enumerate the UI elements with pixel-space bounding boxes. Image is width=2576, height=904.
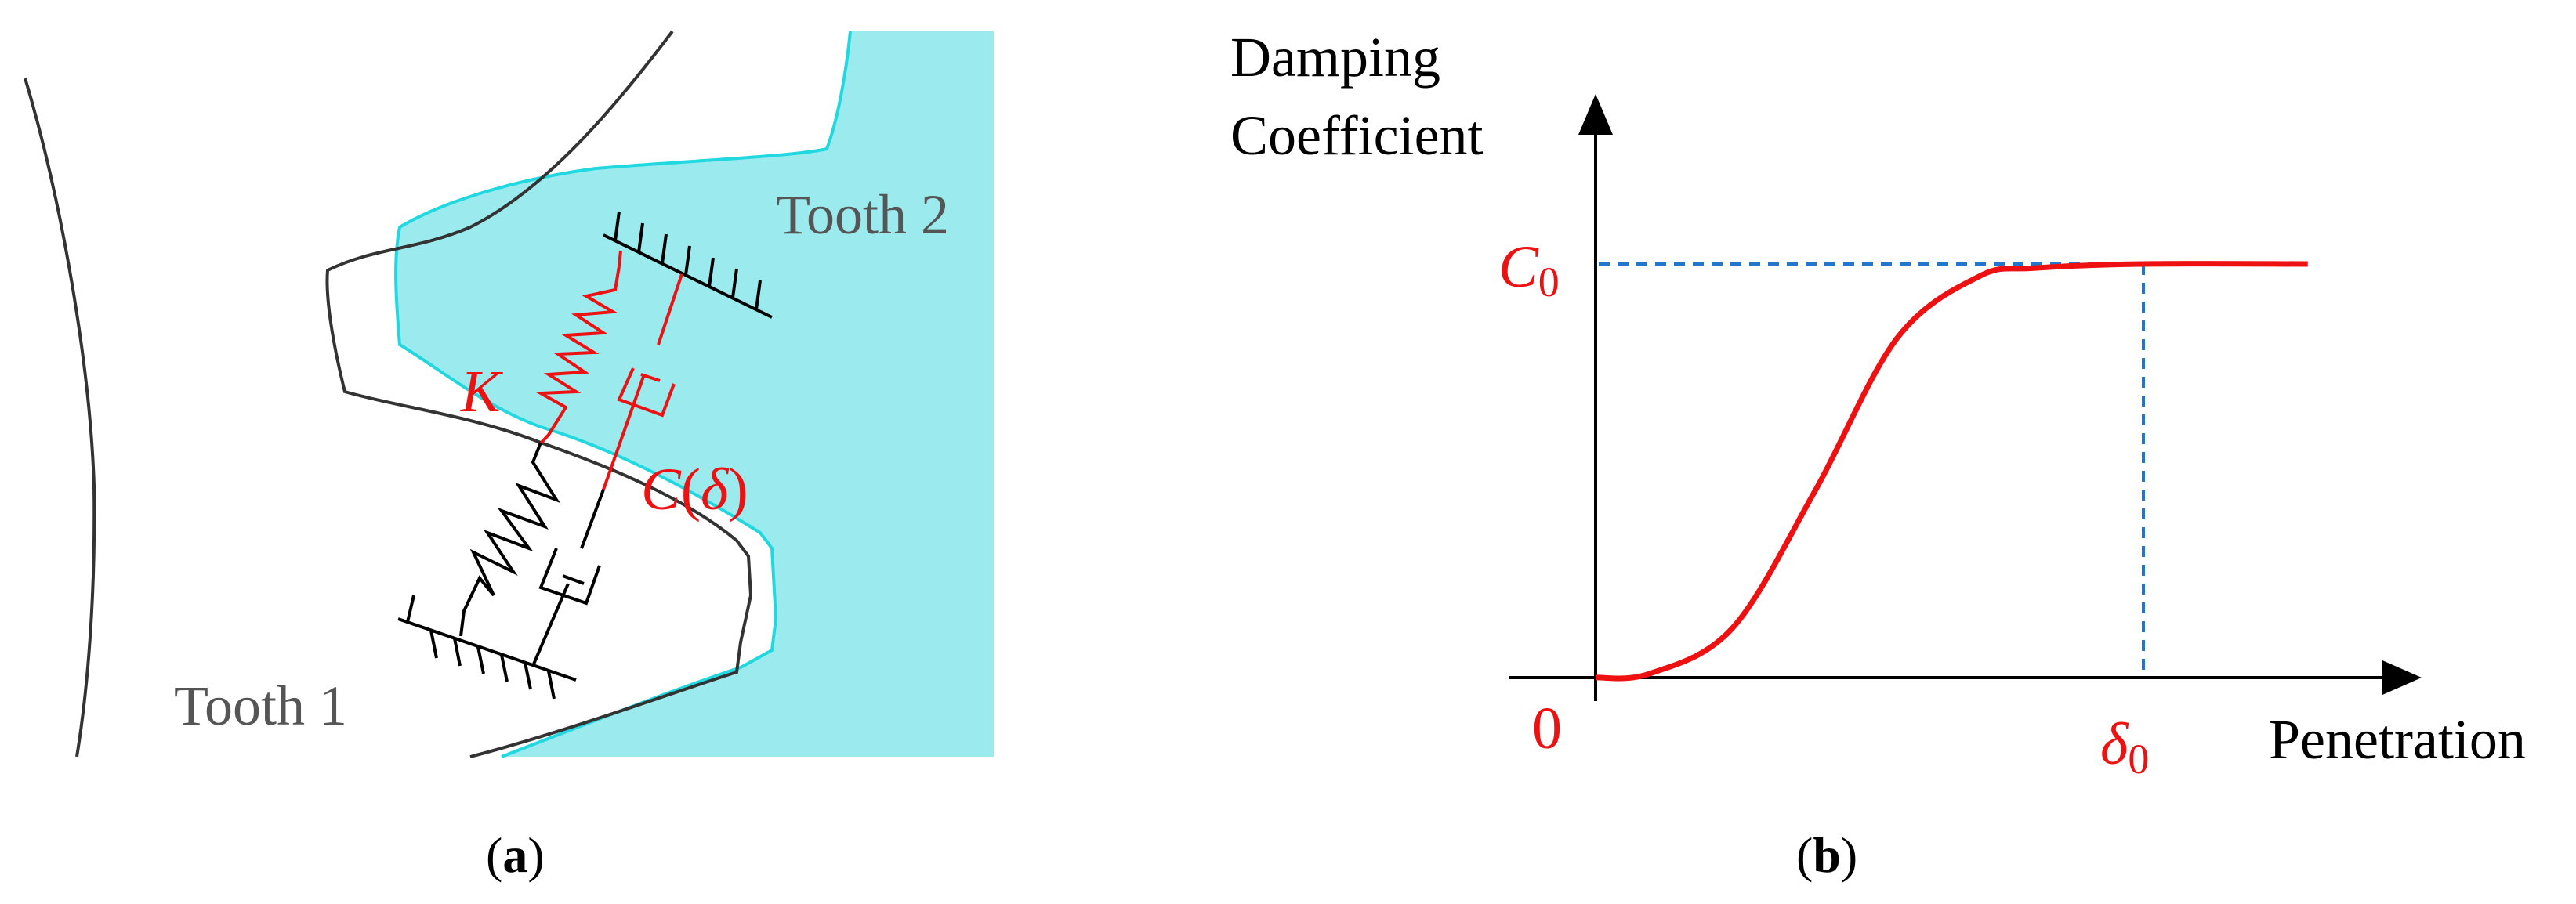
tooth-2-outline <box>394 31 852 758</box>
panel-a-caption-close: ) <box>527 827 544 883</box>
panel-b-caption: (b) <box>1796 827 1857 883</box>
panel-a-caption: (a) <box>486 827 545 883</box>
lower-spring <box>459 442 560 637</box>
damper-piston <box>640 373 661 382</box>
lower-damper-cup <box>538 548 601 606</box>
panel-a-caption-open: ( <box>486 827 502 883</box>
tooth-1-profile <box>325 30 753 758</box>
panel-b: Damping Coefficient Penetration C0 δ0 0 … <box>1230 26 2526 883</box>
y-axis-label-line2: Coefficient <box>1230 104 1484 167</box>
tooth-2-label: Tooth 2 <box>776 183 949 246</box>
damper-rod-lower <box>602 374 646 490</box>
x-axis-label: Penetration <box>2269 708 2526 771</box>
panel-b-caption-close: ) <box>1841 827 1857 883</box>
y-axis-arrow <box>1578 94 1613 135</box>
origin-label: 0 <box>1532 696 1562 761</box>
damping-label-func: C <box>641 457 682 523</box>
lower-ground-hatches <box>406 595 556 700</box>
damper-rod-upper <box>657 273 683 345</box>
c0-subscript: 0 <box>1538 259 1560 306</box>
c0-symbol: C <box>1498 234 1539 300</box>
delta0-label: δ0 <box>2100 711 2149 783</box>
tooth-1-label: Tooth 1 <box>174 674 347 737</box>
upper-ground-hatches <box>614 211 762 310</box>
upper-ground-line <box>603 233 773 319</box>
stiffness-label: K <box>460 359 503 425</box>
gear-root-arc <box>24 78 96 758</box>
damping-label: C(δ) <box>641 457 748 523</box>
panel-b-caption-letter: b <box>1813 827 1841 883</box>
damping-curve <box>1595 261 2308 682</box>
tooth-2-region <box>396 31 994 757</box>
damper-cup <box>617 367 676 418</box>
delta0-subscript: 0 <box>2128 736 2149 783</box>
c0-label: C0 <box>1498 234 1560 306</box>
damping-label-open: ( <box>681 457 701 523</box>
panel-a-caption-letter: a <box>502 827 527 883</box>
y-axis-label-line1: Damping <box>1230 26 1440 89</box>
lower-spring-damper <box>397 442 605 700</box>
lower-ground-line <box>397 617 577 682</box>
upper-spring-damper <box>534 211 773 490</box>
damping-label-arg: δ <box>701 457 730 523</box>
stiffness-spring <box>534 266 621 447</box>
x-axis-arrow <box>2382 660 2422 695</box>
panel-a: K C(δ) Tooth 2 Tooth 1 (a) <box>24 30 994 883</box>
damping-label-close: ) <box>728 457 748 523</box>
panel-b-caption-open: ( <box>1796 827 1813 883</box>
delta0-symbol: δ <box>2100 711 2129 777</box>
